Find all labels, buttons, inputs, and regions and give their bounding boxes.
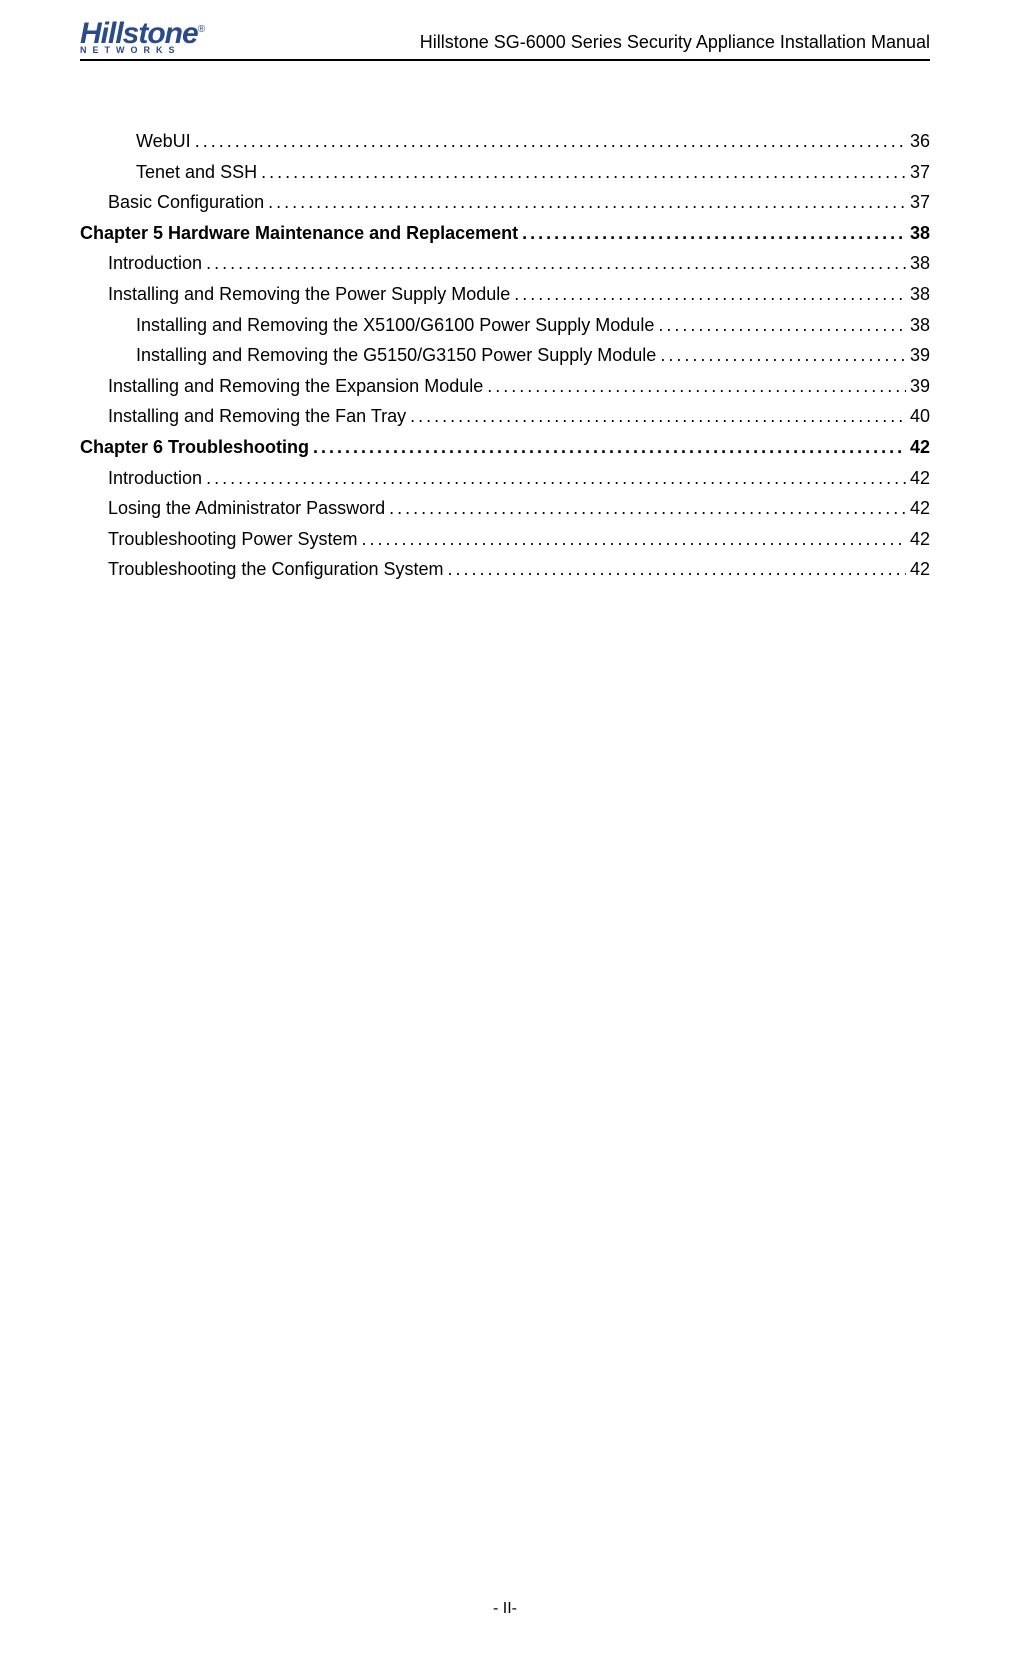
toc-entry-title: Introduction: [108, 248, 202, 279]
toc-entry-title: Installing and Removing the Expansion Mo…: [108, 371, 483, 402]
page-header: Hillstone® NETWORKS Hillstone SG-6000 Se…: [80, 20, 930, 61]
company-logo: Hillstone® NETWORKS: [80, 20, 204, 55]
logo-main-text: Hillstone®: [80, 20, 204, 47]
toc-entry-title: Chapter 5 Hardware Maintenance and Repla…: [80, 218, 518, 249]
toc-entry: Installing and Removing the Power Supply…: [80, 279, 930, 310]
toc-entry-title: Installing and Removing the Fan Tray: [108, 401, 406, 432]
toc-leader-dots: [357, 524, 906, 555]
page-footer: - II-: [80, 1580, 930, 1618]
toc-entry: Chapter 5 Hardware Maintenance and Repla…: [80, 218, 930, 249]
toc-entry: Installing and Removing the X5100/G6100 …: [80, 310, 930, 341]
toc-entry-title: Chapter 6 Troubleshooting: [80, 432, 309, 463]
toc-leader-dots: [518, 218, 906, 249]
toc-entry-page: 42: [906, 554, 930, 585]
toc-leader-dots: [654, 310, 906, 341]
toc-entry: Troubleshooting Power System 42: [80, 524, 930, 555]
toc-entry-title: WebUI: [136, 126, 191, 157]
toc-entry-title: Troubleshooting the Configuration System: [108, 554, 444, 585]
toc-entry-page: 36: [906, 126, 930, 157]
toc-entry-page: 39: [906, 371, 930, 402]
toc-entry-title: Tenet and SSH: [136, 157, 257, 188]
toc-leader-dots: [264, 187, 906, 218]
toc-entry: Introduction 38: [80, 248, 930, 279]
document-title: Hillstone SG-6000 Series Security Applia…: [420, 32, 930, 55]
toc-entry-page: 37: [906, 157, 930, 188]
toc-entry-page: 38: [906, 248, 930, 279]
toc-leader-dots: [444, 554, 906, 585]
toc-leader-dots: [656, 340, 906, 371]
table-of-contents: WebUI36Tenet and SSH37Basic Configuratio…: [80, 126, 930, 1580]
toc-entry-page: 42: [906, 432, 930, 463]
toc-entry-page: 40: [906, 401, 930, 432]
toc-leader-dots: [385, 493, 906, 524]
logo-subtitle: NETWORKS: [80, 45, 181, 55]
toc-leader-dots: [257, 157, 906, 188]
toc-entry-page: 42: [906, 493, 930, 524]
toc-entry: WebUI 36: [80, 126, 930, 157]
page-number: - II-: [493, 1600, 517, 1617]
toc-entry-page: 39: [906, 340, 930, 371]
toc-entry-title: Basic Configuration: [108, 187, 264, 218]
toc-entry-title: Losing the Administrator Password: [108, 493, 385, 524]
toc-leader-dots: [191, 126, 906, 157]
toc-entry: Troubleshooting the Configuration System…: [80, 554, 930, 585]
toc-entry-page: 38: [906, 218, 930, 249]
toc-leader-dots: [309, 432, 906, 463]
toc-entry-title: Introduction: [108, 463, 202, 494]
toc-entry: Installing and Removing the Fan Tray 40: [80, 401, 930, 432]
toc-leader-dots: [483, 371, 906, 402]
toc-entry-title: Installing and Removing the G5150/G3150 …: [136, 340, 656, 371]
toc-entry: Tenet and SSH 37: [80, 157, 930, 188]
toc-entry: Chapter 6 Troubleshooting 42: [80, 432, 930, 463]
toc-entry: Basic Configuration 37: [80, 187, 930, 218]
toc-entry-page: 38: [906, 279, 930, 310]
toc-entry-title: Installing and Removing the Power Supply…: [108, 279, 510, 310]
toc-leader-dots: [202, 248, 906, 279]
toc-leader-dots: [406, 401, 906, 432]
toc-entry-page: 42: [906, 524, 930, 555]
toc-leader-dots: [202, 463, 906, 494]
toc-entry: Installing and Removing the Expansion Mo…: [80, 371, 930, 402]
toc-entry: Introduction 42: [80, 463, 930, 494]
toc-entry-page: 42: [906, 463, 930, 494]
toc-entry-page: 37: [906, 187, 930, 218]
toc-entry: Installing and Removing the G5150/G3150 …: [80, 340, 930, 371]
toc-entry-title: Installing and Removing the X5100/G6100 …: [136, 310, 654, 341]
registered-mark: ®: [198, 24, 204, 35]
toc-leader-dots: [510, 279, 906, 310]
document-page: Hillstone® NETWORKS Hillstone SG-6000 Se…: [0, 0, 1010, 1658]
toc-entry-page: 38: [906, 310, 930, 341]
toc-entry-title: Troubleshooting Power System: [108, 524, 357, 555]
toc-entry: Losing the Administrator Password 42: [80, 493, 930, 524]
